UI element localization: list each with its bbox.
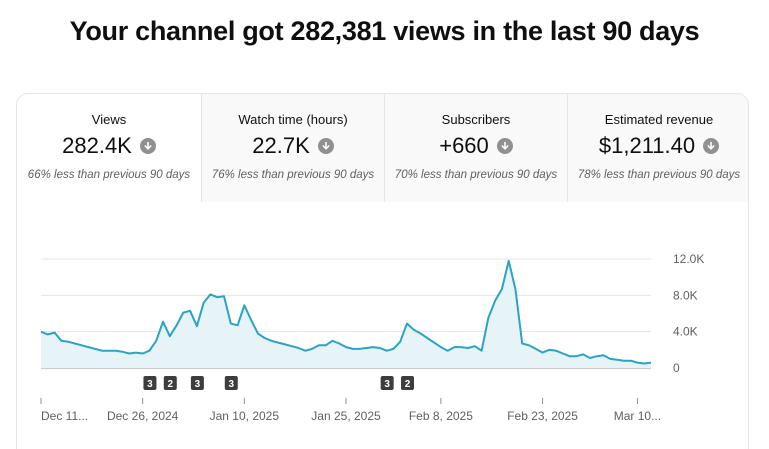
x-tick-label: Jan 25, 2025 bbox=[311, 409, 381, 423]
y-tick-label: 8.0K bbox=[673, 288, 698, 302]
tab-label: Views bbox=[91, 112, 127, 127]
arrow-down-circle-icon bbox=[703, 138, 720, 154]
tab-label: Subscribers bbox=[441, 112, 511, 127]
analytics-card: Views 282.4K 66% less than previous 90 d… bbox=[16, 93, 749, 449]
annotation-marker bbox=[380, 376, 394, 390]
x-tick-label: Mar 10... bbox=[614, 409, 661, 423]
annotation-label: 3 bbox=[195, 379, 201, 390]
annotation-label: 2 bbox=[405, 379, 411, 390]
annotation-label: 2 bbox=[167, 379, 173, 390]
tab-comparison: 66% less than previous 90 days bbox=[27, 169, 191, 181]
tab-estimated-revenue[interactable]: Estimated revenue $1,211.40 78% less tha… bbox=[567, 94, 748, 202]
tab-watch-time[interactable]: Watch time (hours) 22.7K 76% less than p… bbox=[201, 94, 384, 202]
tab-comparison: 78% less than previous 90 days bbox=[577, 169, 741, 181]
annotation-label: 3 bbox=[147, 379, 153, 390]
y-tick-label: 4.0K bbox=[673, 325, 698, 339]
views-chart[interactable]: 0 4.0K 8.0K 12.0K 3 2 3 3 3 2 Dec 11... Dec 26, 202… bbox=[17, 202, 748, 449]
views-chart-svg: 0 4.0K 8.0K 12.0K 3 2 3 3 3 2 Dec 11... Dec 26, 202… bbox=[40, 252, 704, 423]
tab-views[interactable]: Views 282.4K 66% less than previous 90 d… bbox=[17, 94, 201, 202]
x-tick-label: Feb 8, 2025 bbox=[409, 409, 473, 423]
arrow-down-circle-icon bbox=[139, 138, 156, 154]
series-line bbox=[40, 259, 652, 365]
tab-value: +660 bbox=[439, 133, 489, 158]
arrow-down-circle-icon bbox=[496, 138, 513, 154]
annotation-marker bbox=[190, 376, 204, 390]
tab-value: 282.4K bbox=[62, 133, 132, 158]
annotation-marker bbox=[224, 376, 238, 390]
tab-value: 22.7K bbox=[252, 133, 310, 158]
metric-tabs: Views 282.4K 66% less than previous 90 d… bbox=[17, 94, 748, 202]
tab-value: $1,211.40 bbox=[598, 133, 696, 158]
tab-label: Estimated revenue bbox=[604, 112, 714, 127]
annotation-marker bbox=[163, 376, 177, 390]
annotation-label: 3 bbox=[228, 379, 234, 390]
y-tick-label: 12.0K bbox=[673, 252, 704, 266]
y-tick-label: 0 bbox=[673, 361, 680, 375]
tab-comparison: 76% less than previous 90 days bbox=[211, 169, 375, 181]
x-tick-label: Feb 23, 2025 bbox=[507, 409, 578, 423]
tab-subscribers[interactable]: Subscribers +660 70% less than previous … bbox=[384, 94, 567, 202]
x-tick-label: Jan 10, 2025 bbox=[210, 409, 280, 423]
x-tick-label: Dec 26, 2024 bbox=[107, 409, 179, 423]
annotation-marker bbox=[143, 376, 157, 390]
tab-label: Watch time (hours) bbox=[238, 112, 348, 127]
arrow-down-circle-icon bbox=[317, 138, 334, 154]
page-headline: Your channel got 282,381 views in the la… bbox=[69, 16, 700, 46]
annotation-label: 3 bbox=[384, 379, 390, 390]
x-tick-label: Dec 11... bbox=[41, 409, 88, 423]
tab-comparison: 70% less than previous 90 days bbox=[394, 169, 558, 181]
series-area bbox=[41, 260, 651, 368]
annotation-marker bbox=[401, 376, 414, 390]
